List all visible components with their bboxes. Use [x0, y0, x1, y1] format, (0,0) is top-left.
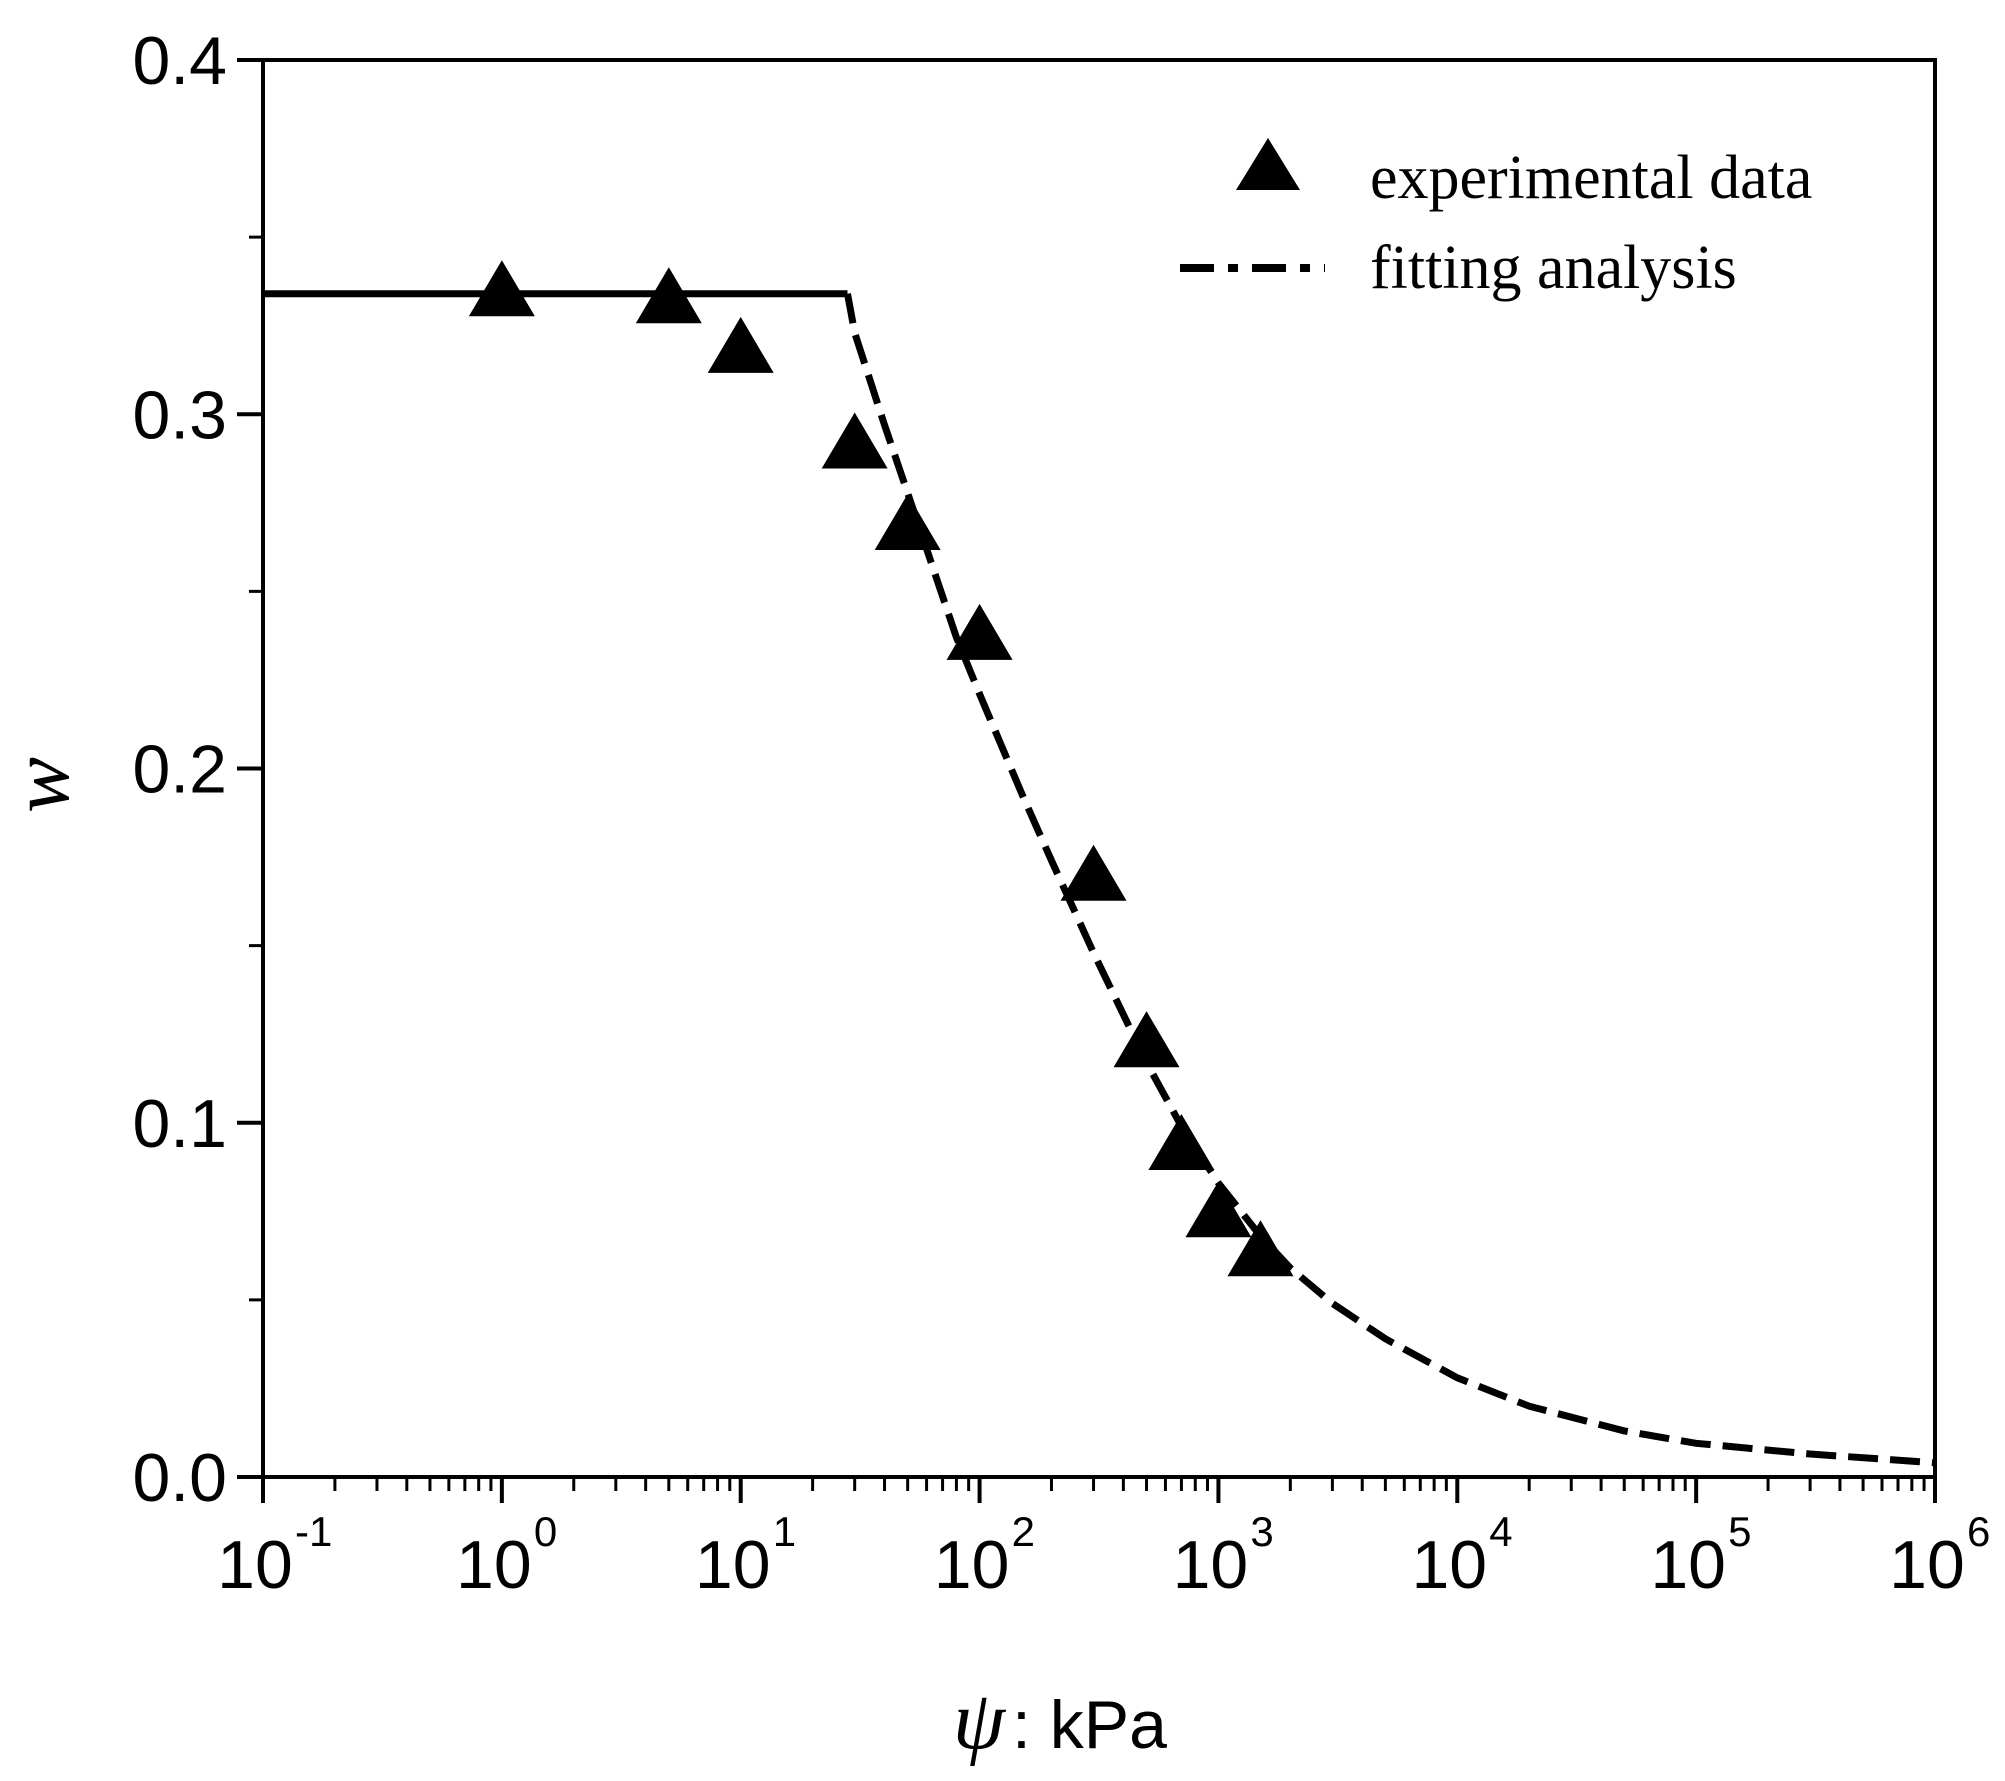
- x-tick-label: 10: [934, 1527, 1010, 1603]
- legend-label-fitting: fitting analysis: [1370, 234, 1737, 302]
- y-axis-label: w: [0, 757, 87, 813]
- experimental-point: [946, 603, 1013, 660]
- x-tick-label: 10: [695, 1527, 771, 1603]
- x-tick-label-exponent: 4: [1489, 1508, 1512, 1555]
- x-axis-ticks: [261, 1477, 1937, 1503]
- x-tick-label: 10: [1650, 1527, 1726, 1603]
- experimental-point: [635, 267, 702, 324]
- x-axis-label: ψ : kPa: [953, 1674, 1167, 1767]
- x-tick-label-exponent: 6: [1967, 1508, 1990, 1555]
- x-axis-tick-labels: 10 -1 10 0 10 1 10 2 10 3 10 4 10 5 10 6: [217, 1508, 1990, 1603]
- y-tick-label: 0.0: [132, 1440, 227, 1516]
- x-tick-label-exponent: 0: [534, 1508, 557, 1555]
- x-axis-label-unit: : kPa: [1012, 1687, 1167, 1763]
- series-layer: [263, 260, 1936, 1467]
- x-tick-label: 10: [217, 1527, 293, 1603]
- legend: experimental data fitting analysis: [1180, 138, 1812, 302]
- experimental-point: [707, 316, 774, 373]
- x-tick-label-exponent: -1: [295, 1508, 332, 1555]
- x-tick-label-exponent: 5: [1728, 1508, 1751, 1555]
- experimental-point: [1148, 1113, 1215, 1170]
- experimental-point: [468, 260, 535, 317]
- y-axis-tick-labels: 0.0 0.1 0.2 0.3 0.4: [132, 23, 227, 1516]
- y-tick-label: 0.2: [132, 732, 227, 808]
- y-axis-ticks: [237, 58, 263, 1479]
- y-tick-label: 0.4: [132, 23, 227, 99]
- x-tick-label: 10: [1889, 1527, 1965, 1603]
- experimental-point: [1113, 1011, 1180, 1068]
- y-tick-label: 0.3: [132, 377, 227, 453]
- x-tick-label-exponent: 1: [773, 1508, 796, 1555]
- x-tick-label: 10: [1411, 1527, 1487, 1603]
- experimental-point: [1227, 1220, 1294, 1277]
- x-tick-label-exponent: 3: [1250, 1508, 1273, 1555]
- y-tick-label: 0.1: [132, 1086, 227, 1162]
- x-tick-label: 10: [1173, 1527, 1249, 1603]
- experimental-point: [874, 494, 941, 551]
- experimental-point: [821, 412, 888, 469]
- experimental-point: [1185, 1181, 1252, 1238]
- experimental-point: [1060, 844, 1127, 901]
- legend-label-experimental: experimental data: [1370, 144, 1812, 212]
- x-tick-label: 10: [456, 1527, 532, 1603]
- x-axis-label-symbol: ψ: [953, 1674, 1007, 1767]
- legend-marker-triangle: [1236, 138, 1300, 190]
- x-tick-label-exponent: 2: [1012, 1508, 1035, 1555]
